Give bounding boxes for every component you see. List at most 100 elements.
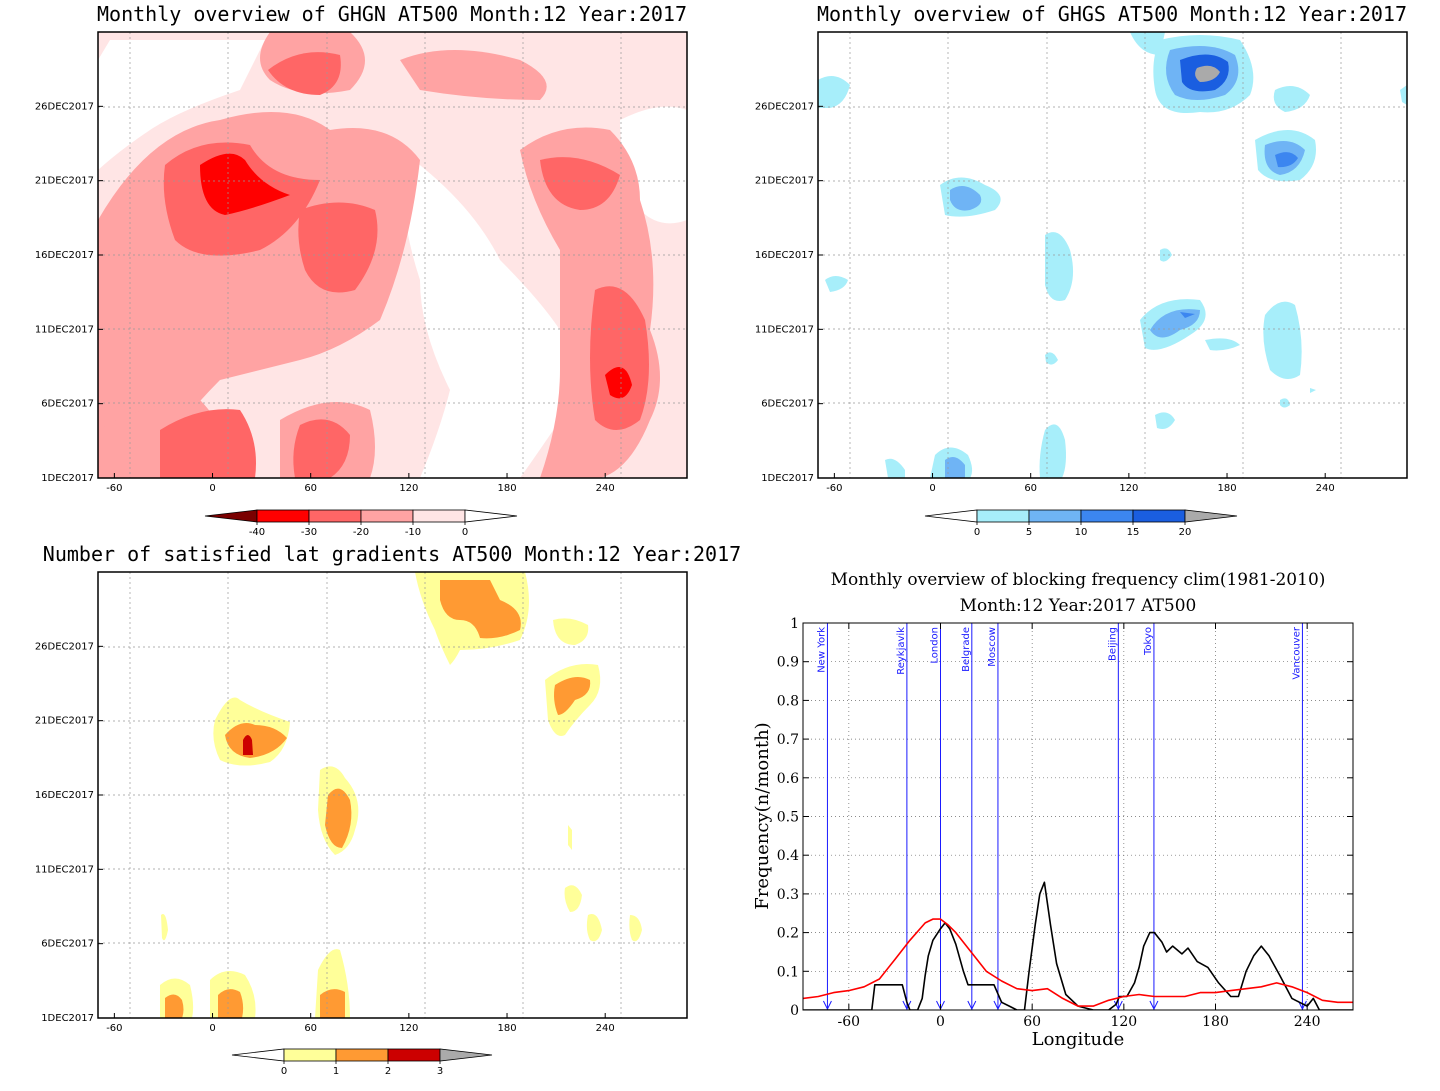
city-label: Tokyo [1143, 627, 1154, 656]
panel-4-title: Monthly overview of blocking frequency c… [831, 570, 1326, 590]
colorbar-segment [1028, 509, 1082, 523]
colorbar-tick-label: 3 [437, 1066, 443, 1077]
y-tick-label: 26DEC2017 [35, 101, 94, 112]
city-label: Beijing [1107, 627, 1118, 661]
x-tick-label: 0 [936, 1014, 945, 1030]
y-tick-label: 6DEC2017 [41, 399, 94, 410]
colorbar-tick-label: 0 [462, 527, 468, 538]
panel-1-field [98, 32, 687, 478]
x-tick-label: 120 [1110, 1014, 1137, 1030]
y-tick-label: 16DEC2017 [35, 250, 94, 261]
y-tick-label: 1DEC2017 [41, 473, 94, 484]
panel-1-y-ticks: 1DEC2017 6DEC2017 11DEC2017 16DEC2017 21DEC2… [35, 101, 103, 484]
panel-2-colorbar: 0 5 10 15 20 [924, 509, 1238, 538]
y-tick-label: 0.5 [777, 810, 799, 826]
x-tick-label: 60 [304, 1023, 317, 1034]
x-tick-label: 60 [1024, 483, 1037, 494]
y-tick-label: 0.6 [777, 771, 799, 787]
colorbar-segment [1184, 509, 1238, 523]
panel-3-y-ticks: 1DEC2017 6DEC2017 11DEC2017 16DEC2017 21DEC2… [35, 641, 103, 1024]
y-tick-label: 0.1 [777, 964, 799, 980]
colorbar-segment [464, 509, 518, 523]
panel-4-subtitle: Month:12 Year:2017 AT500 [960, 596, 1197, 616]
y-tick-label: 6DEC2017 [761, 399, 814, 410]
colorbar-tick-label: 1 [333, 1066, 339, 1077]
x-tick-label: -60 [106, 1023, 122, 1034]
x-tick-label: 0 [209, 1023, 215, 1034]
y-tick-label: 6DEC2017 [41, 939, 94, 950]
x-tick-label: 0 [929, 483, 935, 494]
y-tick-label: 0.2 [777, 926, 799, 942]
city-arrow [1297, 1000, 1307, 1011]
colorbar-tick-label: -10 [405, 527, 421, 538]
city-label: Reykjavik [896, 627, 907, 675]
colorbar-segment [204, 509, 258, 523]
y-tick-label: 1 [790, 616, 799, 632]
colorbar-segment [1132, 509, 1186, 523]
city-label: New York [816, 627, 827, 673]
panel-2-grid [818, 32, 1407, 478]
colorbar-tick-label: -30 [301, 527, 317, 538]
panel-4-city-markers: New York Reykjavik London Belgrade Moscow Bei… [816, 623, 1307, 1011]
y-tick-label: 21DEC2017 [35, 716, 94, 727]
colorbar-segment [387, 1048, 441, 1062]
panel-3-x-ticks: -60 0 60 120 180 240 [106, 1013, 615, 1034]
y-tick-label: 16DEC2017 [35, 790, 94, 801]
y-tick-label: 1DEC2017 [41, 1013, 94, 1024]
colorbar-tick-label: -40 [249, 527, 265, 538]
y-tick-label: 16DEC2017 [755, 250, 814, 261]
colorbar-segment [231, 1048, 285, 1062]
panel-2-title: Monthly overview of GHGS AT500 Month:12 … [817, 2, 1407, 26]
y-tick-label: 0.3 [777, 887, 799, 903]
x-tick-label: 60 [304, 483, 317, 494]
panel-4-ylabel: Frequency(n/month) [752, 722, 773, 909]
x-tick-label: 120 [399, 1023, 418, 1034]
panel-3-colorbar: 0 1 2 3 [231, 1048, 493, 1077]
city-label: Moscow [987, 627, 998, 667]
colorbar-tick-label: 5 [1026, 527, 1032, 538]
panel-2-y-ticks: 1DEC2017 6DEC2017 11DEC2017 16DEC2017 21DEC2… [755, 101, 823, 484]
colorbar-segment [308, 509, 362, 523]
x-tick-label: -60 [838, 1014, 861, 1030]
city-arrow [967, 1000, 977, 1011]
colorbar-segment [924, 509, 978, 523]
x-tick-label: 240 [1294, 1014, 1321, 1030]
colorbar-segment [439, 1048, 493, 1062]
panel-4-y-ticks: 0 0.1 0.2 0.3 0.4 0.5 0.6 0.7 0.8 0.9 1 [777, 616, 1353, 1019]
city-arrow [1149, 1000, 1159, 1011]
y-tick-label: 11DEC2017 [35, 324, 94, 335]
y-tick-label: 11DEC2017 [35, 864, 94, 875]
y-tick-label: 21DEC2017 [35, 176, 94, 187]
x-tick-label: 240 [596, 483, 615, 494]
y-tick-label: 0 [790, 1003, 799, 1019]
colorbar-segment [976, 509, 1030, 523]
panel-2-x-ticks: -60 0 60 120 180 240 [826, 473, 1335, 494]
city-arrow [993, 1000, 1003, 1011]
panel-1-title: Monthly overview of GHGN AT500 Month:12 … [97, 2, 687, 26]
colorbar-segment [256, 509, 310, 523]
city-label: Vancouver [1291, 626, 1302, 680]
city-arrow [902, 1000, 912, 1011]
colorbar-tick-label: 2 [385, 1066, 391, 1077]
colorbar-tick-label: 0 [974, 527, 980, 538]
y-tick-label: 0.8 [777, 693, 799, 709]
city-arrow [822, 1000, 832, 1011]
x-tick-label: 120 [399, 483, 418, 494]
colorbar-tick-label: 20 [1179, 527, 1192, 538]
x-tick-label: 180 [1217, 483, 1236, 494]
panel-1-colorbar: -40 -30 -20 -10 0 [204, 509, 518, 538]
panel-4-grid [803, 622, 1353, 1011]
panel-1-x-ticks: -60 0 60 120 180 240 [106, 473, 615, 494]
x-tick-label: 120 [1119, 483, 1138, 494]
city-label: Belgrade [961, 627, 972, 672]
y-tick-label: 11DEC2017 [755, 324, 814, 335]
y-tick-label: 26DEC2017 [35, 641, 94, 652]
panel-4-x-ticks: -60 0 60 120 180 240 [838, 623, 1321, 1030]
panel-3-grid [98, 572, 687, 1018]
series-line-0 [803, 881, 1353, 1010]
colorbar-segment [335, 1048, 389, 1062]
series-line-1 [803, 918, 1353, 1007]
x-tick-label: 0 [209, 483, 215, 494]
